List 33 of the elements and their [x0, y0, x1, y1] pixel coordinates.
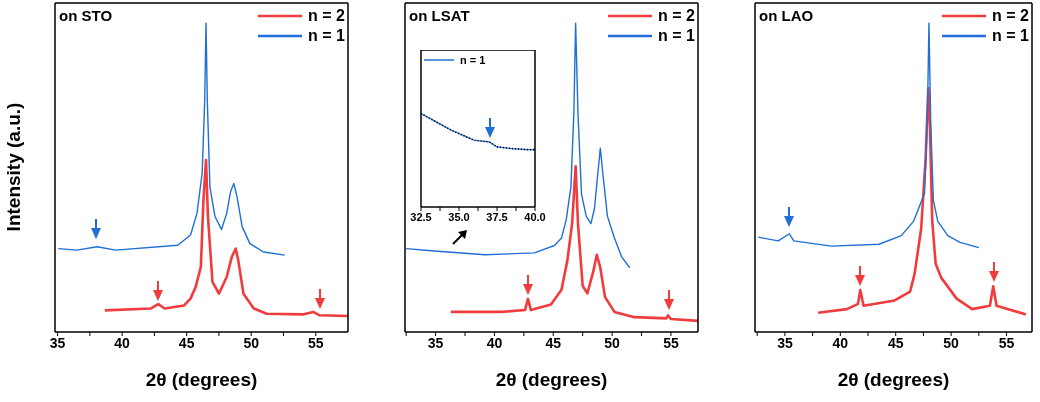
- legend-label: n = 1: [658, 26, 695, 46]
- chart-title: on LAO: [759, 7, 814, 24]
- x-axis-title: 2θ (degrees): [836, 369, 951, 391]
- x-axis-title: 2θ (degrees): [144, 369, 259, 391]
- x-tick-label: 32.5: [410, 210, 432, 223]
- legend-label: n = 1: [308, 26, 345, 46]
- text: 35.0: [448, 210, 470, 223]
- x-axis-title: 2θ (degrees): [494, 369, 609, 391]
- legend-label: n = 1: [460, 53, 486, 67]
- legend-label: n = 2: [308, 6, 345, 26]
- legend-label: n = 2: [658, 6, 695, 26]
- legend-label: n = 1: [992, 26, 1029, 46]
- x-tick-label: 55: [663, 334, 679, 351]
- x-tick-label: 35: [777, 334, 793, 351]
- x-tick-label: 35: [427, 334, 444, 351]
- legend-label: n = 2: [992, 6, 1029, 26]
- text: 40.0: [524, 210, 546, 223]
- x-tick-label: 50: [943, 334, 960, 351]
- x-tick-label: 45: [545, 334, 562, 351]
- x-tick-label: 40: [114, 334, 131, 351]
- x-tick-label: 55: [307, 334, 324, 351]
- x-tick-label: 40: [832, 334, 849, 351]
- x-tick-label: 50: [604, 334, 621, 351]
- x-tick-label: 45: [887, 334, 904, 351]
- chart-title: on STO: [59, 7, 113, 24]
- x-tick-label: 50: [243, 334, 260, 351]
- y-axis-title: Intensity (a.u.): [3, 102, 25, 232]
- x-tick-label: 55: [998, 334, 1015, 351]
- x-tick-label: 37.5: [486, 210, 508, 223]
- chart-title: on LSAT: [409, 7, 470, 24]
- x-tick-label: 40: [486, 334, 503, 351]
- x-tick-label: 45: [178, 334, 195, 351]
- x-tick-label: 35: [49, 334, 66, 351]
